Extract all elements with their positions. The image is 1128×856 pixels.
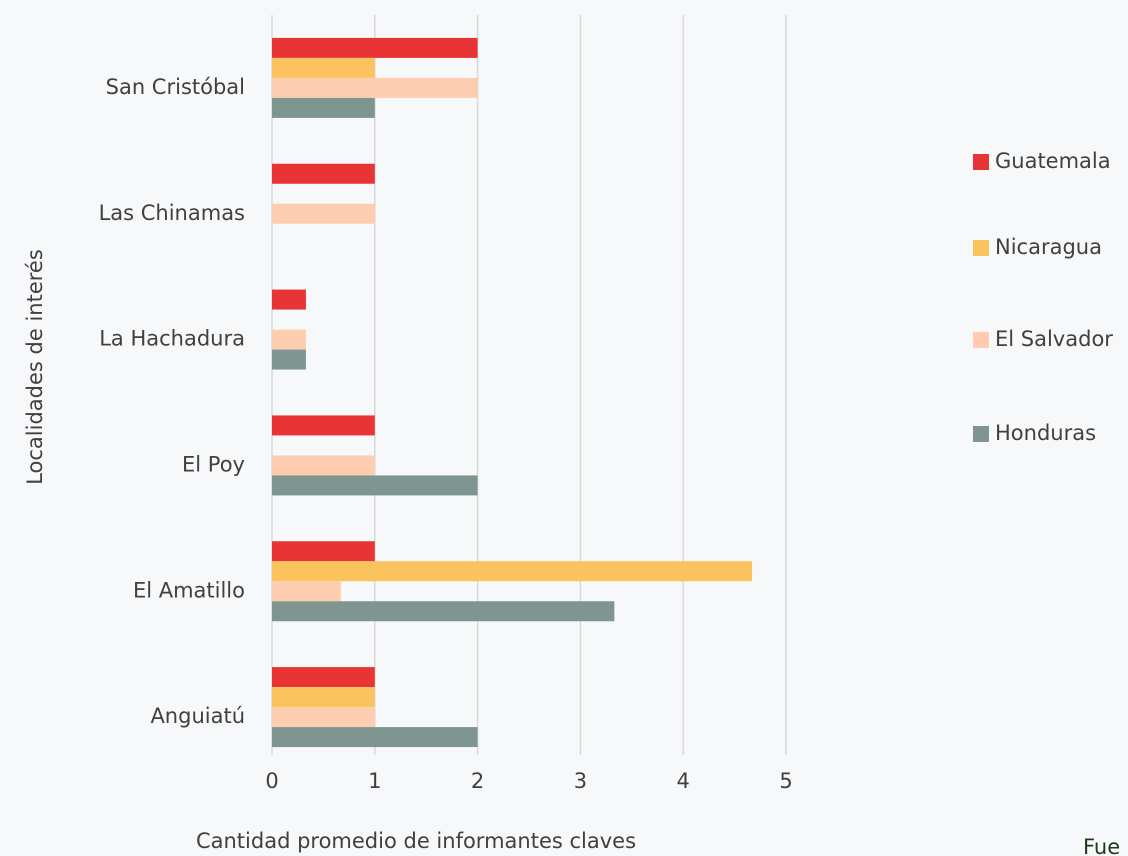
y-tick-label: Las Chinamas [99, 201, 245, 225]
bar [272, 289, 306, 310]
x-tick-label: 4 [677, 769, 690, 793]
bar [272, 57, 375, 78]
legend-label: El Salvador [995, 327, 1113, 351]
bar [272, 727, 478, 748]
x-tick-label: 3 [574, 769, 587, 793]
y-tick-label: Anguiatú [150, 704, 245, 728]
bar [272, 415, 375, 436]
y-tick-label: San Cristóbal [106, 75, 245, 99]
bar [272, 203, 375, 224]
bar [272, 667, 375, 688]
legend-swatch [973, 426, 989, 442]
x-axis-title: Cantidad promedio de informantes claves [196, 829, 636, 853]
bar [272, 329, 306, 350]
bar [272, 707, 375, 728]
note: Fue [1083, 835, 1120, 856]
y-tick-label: El Amatillo [133, 578, 245, 602]
bar [272, 601, 615, 622]
bar [272, 581, 341, 602]
bar [272, 97, 375, 118]
y-tick-label: La Hachadura [99, 327, 245, 351]
bar [272, 475, 478, 496]
bar [272, 163, 375, 184]
bar [272, 561, 753, 582]
legend-label: Nicaragua [995, 235, 1102, 259]
legend-swatch [973, 154, 989, 170]
y-axis-title: Localidades de interés [23, 249, 47, 485]
x-tick-label: 5 [779, 769, 792, 793]
x-tick-label: 0 [265, 769, 278, 793]
bar [272, 77, 478, 98]
legend-label: Honduras [995, 421, 1096, 445]
bar [272, 37, 478, 58]
legend-swatch [973, 332, 989, 348]
x-tick-label: 2 [471, 769, 484, 793]
bar [272, 687, 375, 708]
y-tick-label: El Poy [182, 452, 245, 476]
bar [272, 455, 375, 476]
bar [272, 349, 306, 370]
x-tick-label: 1 [368, 769, 381, 793]
bar [272, 541, 375, 562]
legend-swatch [973, 240, 989, 256]
legend-label: Guatemala [995, 149, 1111, 173]
